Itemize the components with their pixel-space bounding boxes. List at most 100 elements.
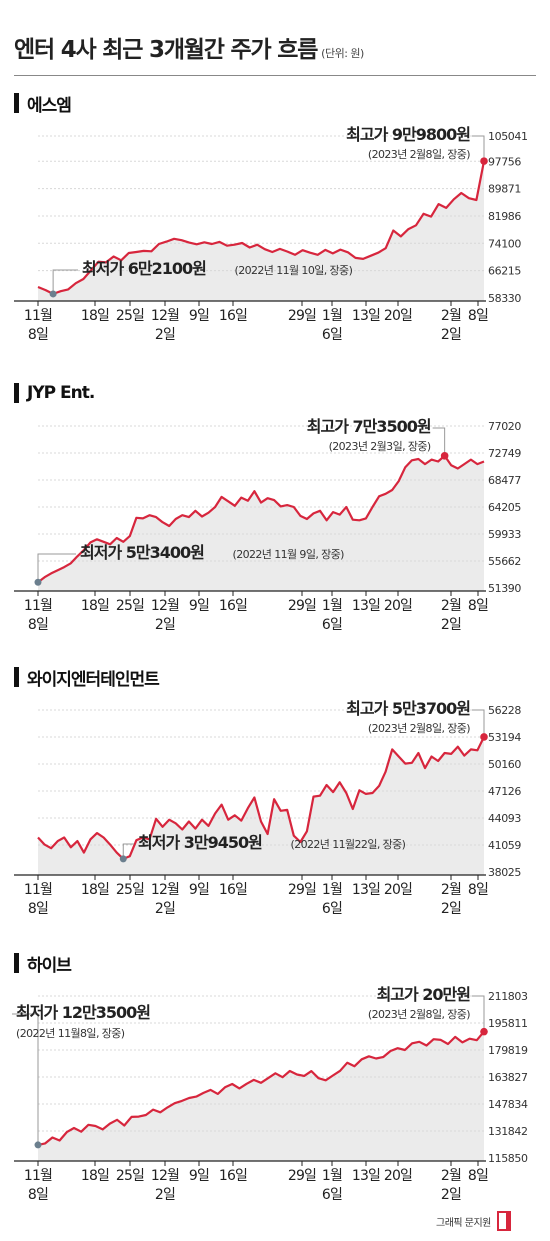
stock-chart-yg: 38025 41059 44093 47126 50160 53194 56228 11월 8일…	[14, 699, 522, 917]
x-tick-label: 29일	[288, 1168, 316, 1184]
x-tick-label: 16일	[219, 882, 247, 898]
price-line	[37, 454, 485, 584]
section-title: 와이지엔터테인먼트	[27, 669, 160, 690]
low-leader-line	[122, 843, 134, 859]
footer: 그래픽 문지원	[436, 1211, 511, 1231]
section-title: 에스엠	[27, 95, 72, 116]
y-tick-label: 53194	[488, 731, 521, 744]
stock-chart-hybe: 115850 131842 147834 163827 179819 195811 2118…	[12, 985, 528, 1203]
x-tick-label: 2일	[441, 1187, 461, 1203]
x-tick-label: 25일	[116, 308, 144, 324]
x-tick-label: 25일	[116, 882, 144, 898]
x-tick-label: 1월	[322, 1168, 342, 1184]
y-tick-label: 38025	[488, 866, 521, 879]
x-tick-label: 11월	[24, 598, 52, 614]
high-leader-line	[472, 995, 485, 1032]
price-line	[37, 736, 485, 860]
x-tick-label: 2월	[441, 598, 461, 614]
x-tick-label: 29일	[288, 882, 316, 898]
high-leader-line	[472, 709, 485, 737]
high-price-label: 최고가 20만원	[377, 985, 471, 1004]
title-divider	[14, 75, 536, 76]
low-price-label: 최저가 3만9450원	[138, 833, 262, 852]
page-title: 엔터 4사 최근 3개월간 주가 흐름	[14, 37, 318, 63]
high-date-label: (2023년 2월8일, 장중)	[368, 721, 470, 735]
low-date-label: (2022년 11월 9일, 장중)	[233, 547, 345, 561]
x-tick-label: 29일	[288, 598, 316, 614]
x-tick-label: 16일	[219, 598, 247, 614]
low-price-label: 최저가 5만3400원	[80, 543, 204, 562]
y-tick-label: 147834	[488, 1098, 528, 1111]
low-leader-line	[12, 1013, 39, 1145]
price-area	[38, 161, 484, 301]
x-tick-label: 9일	[189, 598, 209, 614]
y-tick-label: 66215	[488, 265, 521, 278]
high-point-dot	[480, 1027, 488, 1036]
high-point-dot	[440, 452, 449, 460]
x-tick-label: 12월	[151, 598, 179, 614]
x-tick-label: 13일	[352, 882, 380, 898]
x-tick-label: 2월	[441, 308, 461, 324]
x-tick-label: 25일	[116, 1168, 144, 1184]
low-date-label: (2022년 11월 10일, 장중)	[235, 263, 353, 277]
y-tick-label: 163827	[488, 1071, 528, 1084]
low-date-label: (2022년 11월8일, 장중)	[16, 1026, 125, 1040]
y-tick-label: 68477	[488, 474, 521, 487]
x-tick-label: 18일	[81, 598, 109, 614]
low-leader-line	[52, 269, 78, 294]
x-tick-label: 20일	[384, 308, 412, 324]
price-area	[38, 455, 484, 591]
x-tick-label: 12월	[151, 1168, 179, 1184]
x-tick-label: 2일	[155, 901, 175, 917]
section-heading: 에스엠	[14, 92, 72, 116]
y-tick-label: 55662	[488, 555, 521, 568]
red-bracket-logo-icon	[496, 1211, 511, 1231]
header: 엔터 4사 최근 3개월간 주가 흐름 (단위: 원)	[14, 30, 536, 64]
x-tick-label: 2월	[441, 1168, 461, 1184]
x-tick-label: 25일	[116, 598, 144, 614]
x-tick-label: 2월	[441, 882, 461, 898]
x-tick-label: 8일	[468, 882, 488, 898]
low-point-dot	[119, 855, 127, 863]
high-price-label: 최고가 7만3500원	[307, 417, 431, 436]
y-tick-label: 56228	[488, 704, 521, 717]
y-tick-label: 211803	[488, 990, 528, 1003]
y-tick-label: 72749	[488, 447, 521, 460]
x-tick-label: 8일	[28, 617, 48, 633]
high-date-label: (2023년 2월3일, 장중)	[329, 439, 431, 453]
x-tick-label: 29일	[288, 308, 316, 324]
x-tick-label: 13일	[352, 308, 380, 324]
low-leader-line	[37, 553, 76, 583]
x-tick-label: 13일	[352, 598, 380, 614]
x-tick-label: 11월	[24, 308, 52, 324]
high-date-label: (2023년 2월8일, 장중)	[368, 147, 470, 161]
x-tick-label: 2일	[155, 617, 175, 633]
x-tick-label: 20일	[384, 598, 412, 614]
x-tick-label: 13일	[352, 1168, 380, 1184]
high-price-label: 최고가 5만3700원	[346, 699, 470, 718]
x-tick-label: 16일	[219, 308, 247, 324]
section-marker	[14, 93, 19, 113]
y-tick-label: 47126	[488, 785, 521, 798]
y-tick-label: 115850	[488, 1152, 528, 1165]
x-tick-label: 2일	[441, 327, 461, 343]
y-tick-label: 64205	[488, 501, 521, 514]
x-tick-label: 8일	[28, 901, 48, 917]
x-tick-label: 16일	[219, 1168, 247, 1184]
y-tick-label: 51390	[488, 582, 521, 595]
stock-chart-sm: 58330 66215 74100 81986 89871 97756 105041 11월 8…	[14, 125, 528, 343]
x-tick-label: 8일	[28, 1187, 48, 1203]
low-price-label: 최저가 12만3500원	[16, 1003, 150, 1022]
x-tick-label: 1월	[322, 308, 342, 324]
x-tick-label: 18일	[81, 1168, 109, 1184]
high-price-label: 최고가 9만9800원	[346, 125, 470, 144]
x-tick-label: 18일	[81, 308, 109, 324]
y-tick-label: 179819	[488, 1044, 528, 1057]
y-tick-label: 59933	[488, 528, 521, 541]
y-tick-label: 50160	[488, 758, 521, 771]
x-tick-label: 2일	[155, 327, 175, 343]
y-tick-label: 44093	[488, 812, 521, 825]
x-tick-label: 2일	[441, 901, 461, 917]
section-title: JYP Ent.	[27, 383, 95, 403]
x-tick-label: 12월	[151, 882, 179, 898]
